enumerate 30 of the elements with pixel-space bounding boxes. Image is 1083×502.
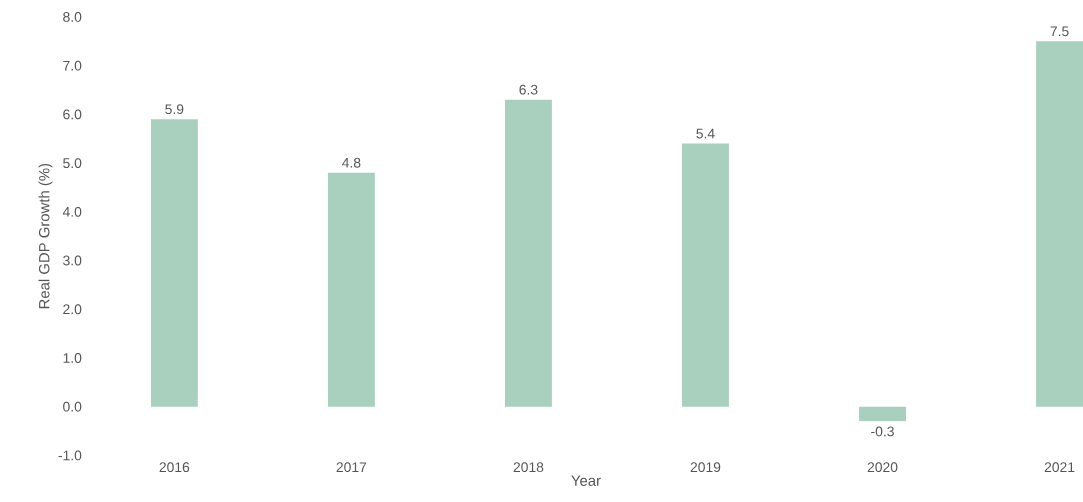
y-tick-label: 4.0 xyxy=(62,206,82,217)
x-tick-label: 2017 xyxy=(336,462,367,472)
data-label: 6.3 xyxy=(519,84,538,95)
bar xyxy=(504,99,552,407)
y-axis-title: Real GDP Growth (%) xyxy=(38,163,53,309)
y-tick-label: 8.0 xyxy=(63,11,82,22)
y-tick-label: 3.0 xyxy=(63,255,82,266)
bar xyxy=(682,143,729,407)
bar xyxy=(327,172,375,407)
x-tick-label: 2020 xyxy=(867,462,898,472)
bar xyxy=(150,119,198,407)
x-tick-label: 2018 xyxy=(513,462,544,472)
data-label: 4.8 xyxy=(342,157,361,168)
x-axis-title: Year xyxy=(571,475,601,486)
data-label: 5.9 xyxy=(165,104,184,114)
x-tick-label: 2016 xyxy=(159,462,190,472)
bar xyxy=(859,406,906,422)
data-label: 5.4 xyxy=(696,128,715,139)
bar xyxy=(1036,41,1083,407)
x-tick-label: 2021 xyxy=(1044,462,1075,472)
y-tick-label: 6.0 xyxy=(63,109,82,120)
y-tick-label: -1.0 xyxy=(58,450,82,461)
y-tick-label: 2.0 xyxy=(63,304,82,315)
y-tick-label: 5.0 xyxy=(63,158,82,168)
y-tick-label: 0.0 xyxy=(63,401,82,412)
data-label: -0.3 xyxy=(871,426,894,437)
x-tick-label: 2019 xyxy=(690,462,721,472)
y-tick-label: 7.0 xyxy=(63,60,82,71)
data-label: 7.5 xyxy=(1050,26,1069,37)
y-tick-label: 1.0 xyxy=(63,352,82,363)
